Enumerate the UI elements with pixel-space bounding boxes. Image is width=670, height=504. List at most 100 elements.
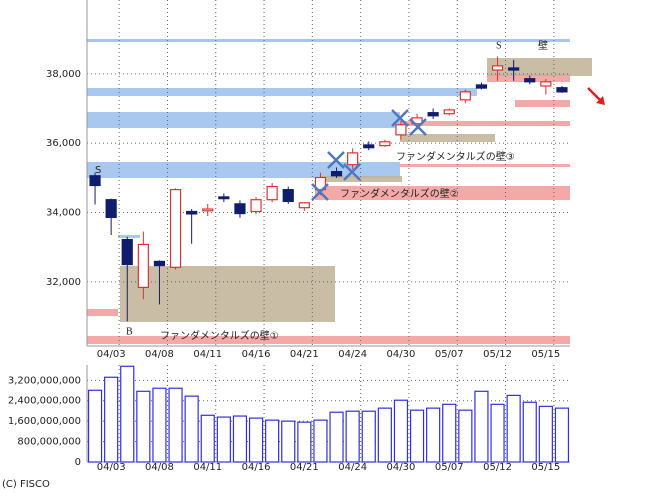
candle-body [330, 171, 343, 177]
band [400, 121, 570, 126]
cross-mark [391, 109, 409, 127]
y-tick-label: 34,000 [46, 208, 81, 219]
volume-bar [458, 409, 473, 463]
volume-bar [426, 407, 441, 463]
band [87, 112, 400, 128]
x-tick-label: 04/08 [145, 462, 174, 473]
x-tick-label: 04/24 [338, 349, 367, 360]
candle-body [443, 109, 455, 115]
wall-box [120, 266, 335, 322]
candle-body [250, 199, 262, 213]
x-tick-label: 04/11 [193, 462, 222, 473]
volume-bar [152, 387, 167, 463]
wall-box [400, 134, 495, 142]
band [87, 162, 400, 178]
volume-bar [474, 390, 489, 463]
y-tick-label: 800,000,000 [17, 437, 81, 448]
candle-body [379, 141, 391, 147]
candle-body [186, 210, 198, 215]
plot: 32,000 34,000 36,000 38,000 04/03 04/08 04/11 0… [8, 0, 570, 473]
candle-body [266, 185, 278, 201]
band [87, 88, 477, 96]
y-tick-label: 1,600,000,000 [8, 416, 81, 427]
band [400, 164, 570, 167]
candle-body [314, 176, 327, 191]
y-tick-label: 2,400,000,000 [8, 396, 81, 407]
cross-mark [343, 163, 361, 181]
volume-bar [87, 389, 103, 463]
band [87, 336, 570, 344]
candle-body [508, 67, 520, 71]
volume-bar [297, 421, 312, 463]
x-tick-label: 04/30 [387, 349, 416, 360]
volume-bar [361, 410, 376, 463]
volume-bar [490, 403, 505, 463]
volume-bar [313, 419, 328, 463]
annotation: S [95, 165, 101, 176]
candle-body [556, 87, 568, 93]
volume-bar [345, 410, 360, 463]
candle-body [218, 196, 230, 200]
candle-body [347, 152, 359, 166]
x-tick-label: 04/03 [97, 462, 126, 473]
x-tick-label: 04/16 [242, 349, 271, 360]
band [515, 100, 570, 107]
volume-bar [216, 416, 231, 463]
y-tick-label: 0 [75, 457, 81, 468]
marks [311, 109, 427, 201]
candle-body [540, 81, 552, 87]
wall-box [320, 176, 402, 182]
annotation: ファンダメンタルズの壁③ [396, 150, 515, 163]
candle-body [427, 112, 439, 117]
y-tick-label: 36,000 [46, 138, 81, 149]
candle-body [363, 144, 375, 149]
candle-body [169, 189, 182, 268]
volume-bar [538, 405, 553, 463]
volume-bar [265, 419, 280, 463]
volume-bar [200, 414, 215, 463]
arrow-head [596, 96, 605, 105]
volume-bar [377, 407, 392, 463]
candle-body [298, 202, 310, 209]
volume-bar [232, 415, 248, 463]
x-tick-label: 05/07 [435, 349, 464, 360]
candle-body [282, 189, 294, 203]
candle-body [475, 84, 488, 89]
x-tick-label: 04/30 [387, 462, 416, 473]
y-tick-label: 32,000 [46, 277, 81, 288]
volume-bar [506, 394, 521, 463]
y-tick-label: 38,000 [46, 69, 81, 80]
volume-bar [393, 399, 409, 463]
band [118, 235, 140, 238]
x-tick-label: 05/07 [435, 462, 464, 473]
x-tick-label: 04/11 [193, 349, 222, 360]
x-tick-label: 04/16 [242, 462, 271, 473]
candle-body [395, 124, 407, 136]
volume-bar [184, 395, 199, 463]
annotation: B [126, 326, 133, 337]
annotation: 壁 [538, 39, 548, 52]
x-tick-label: 05/12 [483, 349, 512, 360]
candle-body [234, 203, 246, 215]
x-tick-label: 04/03 [97, 349, 126, 360]
x-tick-label: 05/15 [531, 462, 560, 473]
candle-body [202, 208, 214, 212]
band [315, 186, 570, 200]
band [487, 74, 570, 82]
footer: (C) FISCO [2, 479, 50, 490]
volume-bar [409, 409, 425, 463]
volume-bar [136, 390, 151, 463]
candle-body [89, 175, 101, 187]
volume-bar [442, 403, 457, 463]
candle-body [105, 199, 117, 218]
candle-body [137, 243, 149, 289]
cross-mark [327, 151, 345, 169]
volume-bar [168, 387, 183, 463]
volume-bar [554, 407, 570, 463]
band [87, 39, 570, 42]
x-tick-label: 04/08 [145, 349, 174, 360]
candle-body [153, 260, 166, 267]
x-tick-label: 04/21 [290, 349, 319, 360]
candle-body [524, 78, 536, 83]
